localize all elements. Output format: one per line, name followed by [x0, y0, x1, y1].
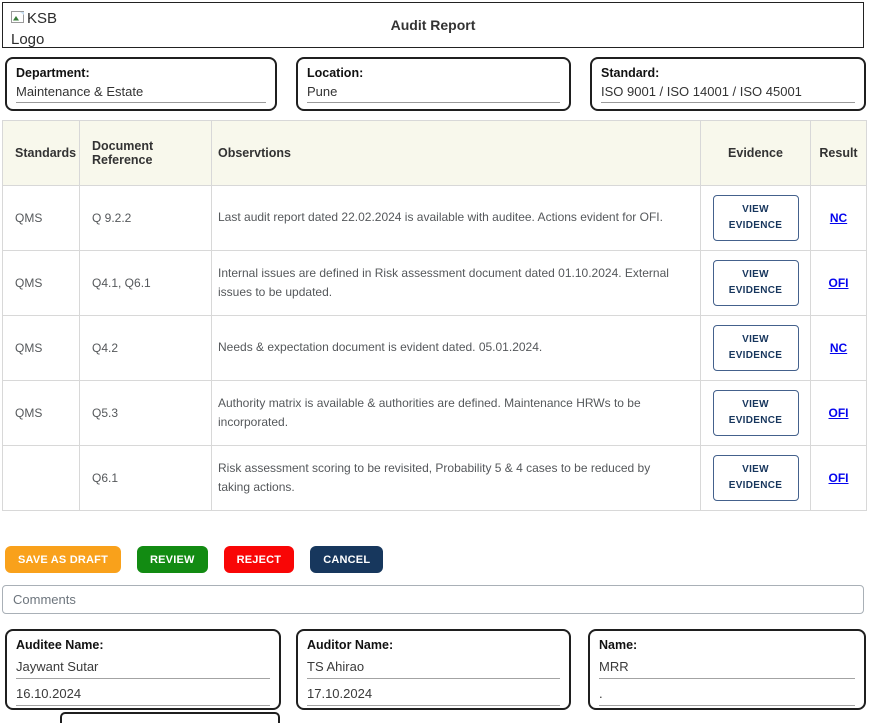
standard-fieldset: Standard:: [590, 57, 866, 111]
cell-standard: [2, 445, 80, 511]
broken-image-icon: [11, 11, 24, 23]
cell-doc-ref: Q4.2: [79, 315, 212, 381]
view-evidence-button[interactable]: VIEW EVIDENCE: [712, 390, 799, 436]
review-button[interactable]: REVIEW: [137, 546, 208, 573]
table-row: QMS Q 9.2.2 Last audit report dated 22.0…: [2, 185, 867, 251]
col-header-standards: Standards: [2, 120, 80, 186]
logo-alt-text: KSB Logo: [11, 10, 58, 48]
auditee-fieldset: Auditee Name:: [5, 629, 281, 710]
department-input[interactable]: [16, 84, 266, 103]
save-as-draft-button[interactable]: SAVE AS DRAFT: [5, 546, 121, 573]
cell-standard: QMS: [2, 185, 80, 251]
result-link[interactable]: NC: [829, 341, 848, 355]
result-link[interactable]: OFI: [828, 471, 849, 485]
cell-observation: Internal issues are defined in Risk asse…: [211, 250, 701, 316]
location-label: Location:: [307, 66, 364, 80]
name-input[interactable]: [599, 657, 855, 679]
cell-doc-ref: Q5.3: [79, 380, 212, 446]
table-row: QMS Q4.2 Needs & expectation document is…: [2, 315, 867, 381]
view-evidence-button[interactable]: VIEW EVIDENCE: [712, 455, 799, 501]
action-button-row: SAVE AS DRAFT REVIEW REJECT CANCEL: [5, 546, 384, 573]
col-header-result: Result: [810, 120, 867, 186]
location-fieldset: Location:: [296, 57, 571, 111]
header: KSB Logo Audit Report: [2, 2, 864, 48]
result-link[interactable]: OFI: [828, 406, 849, 420]
standard-label: Standard:: [601, 66, 660, 80]
name-date-input[interactable]: [599, 684, 855, 706]
auditee-date-input[interactable]: [16, 684, 270, 706]
col-header-evidence: Evidence: [700, 120, 811, 186]
auditor-name-input[interactable]: [307, 657, 560, 679]
cell-standard: QMS: [2, 380, 80, 446]
cell-doc-ref: Q4.1, Q6.1: [79, 250, 212, 316]
auditee-name-label: Auditee Name:: [16, 638, 104, 652]
reject-button[interactable]: REJECT: [223, 546, 295, 573]
cell-standard: QMS: [2, 250, 80, 316]
cell-observation: Needs & expectation document is evident …: [211, 315, 701, 381]
view-evidence-button[interactable]: VIEW EVIDENCE: [712, 195, 799, 241]
standard-input[interactable]: [601, 84, 855, 103]
table-row: QMS Q4.1, Q6.1 Internal issues are defin…: [2, 250, 867, 316]
cell-doc-ref: Q6.1: [79, 445, 212, 511]
observations-table: Standards Document Reference Observtions…: [2, 120, 867, 511]
col-header-document-reference: Document Reference: [79, 120, 212, 186]
result-link[interactable]: OFI: [828, 276, 849, 290]
name-label: Name:: [599, 638, 638, 652]
comments-input[interactable]: [2, 585, 864, 614]
auditor-date-input[interactable]: [307, 684, 560, 706]
broken-logo-image: KSB Logo: [11, 8, 69, 48]
view-evidence-button[interactable]: VIEW EVIDENCE: [712, 260, 799, 306]
table-row: QMS Q5.3 Authority matrix is available &…: [2, 380, 867, 446]
cell-standard: QMS: [2, 315, 80, 381]
table-row: Q6.1 Risk assessment scoring to be revis…: [2, 445, 867, 511]
cell-observation: Authority matrix is available & authorit…: [211, 380, 701, 446]
department-fieldset: Department:: [5, 57, 277, 111]
col-header-observations: Observtions: [211, 120, 701, 186]
page-title: Audit Report: [390, 17, 476, 33]
result-link[interactable]: NC: [829, 211, 848, 225]
auditor-fieldset: Auditor Name:: [296, 629, 571, 710]
view-evidence-button[interactable]: VIEW EVIDENCE: [712, 325, 799, 371]
partial-bottom-box: [60, 712, 280, 723]
cell-observation: Risk assessment scoring to be revisited,…: [211, 445, 701, 511]
auditee-name-input[interactable]: [16, 657, 270, 679]
cell-observation: Last audit report dated 22.02.2024 is av…: [211, 185, 701, 251]
cell-doc-ref: Q 9.2.2: [79, 185, 212, 251]
auditor-name-label: Auditor Name:: [307, 638, 394, 652]
name-fieldset: Name:: [588, 629, 866, 710]
department-label: Department:: [16, 66, 90, 80]
table-header: Standards Document Reference Observtions…: [2, 120, 867, 186]
location-input[interactable]: [307, 84, 560, 103]
cancel-button[interactable]: CANCEL: [310, 546, 384, 573]
